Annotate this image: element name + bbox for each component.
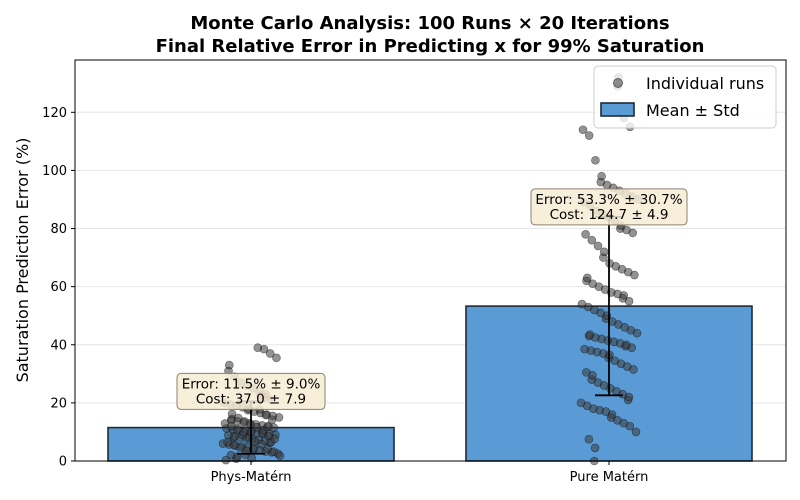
run-point bbox=[591, 155, 600, 165]
tick-layer: 0 20 40 60 80 100 120 Phys-Matérn Pure Matérn bbox=[42, 106, 648, 485]
run-point bbox=[275, 451, 285, 461]
annotation-cost-text: Cost: 37.0 ± 7.9 bbox=[196, 391, 306, 407]
run-point bbox=[253, 343, 263, 352]
y-tick-label: 0 bbox=[59, 455, 67, 470]
y-tick-label: 20 bbox=[50, 396, 67, 411]
run-point bbox=[225, 360, 234, 370]
y-tick-label: 100 bbox=[42, 164, 67, 179]
axes-frame bbox=[74, 59, 787, 462]
x-tick-label: Phys-Matérn bbox=[211, 470, 292, 485]
run-point bbox=[585, 330, 595, 339]
run-point bbox=[593, 241, 603, 251]
annotation-pure-matern: Error: 53.3% ± 30.7% Cost: 124.7 ± 4.9 bbox=[530, 188, 688, 226]
y-tick-label: 40 bbox=[50, 338, 67, 353]
axis-layer bbox=[74, 59, 787, 462]
run-point bbox=[581, 368, 591, 377]
y-tick-label: 120 bbox=[42, 106, 67, 121]
annotation-error-text: Error: 11.5% ± 9.0% bbox=[182, 376, 321, 392]
chart-title-line-1: Monte Carlo Analysis: 100 Runs × 20 Iter… bbox=[190, 13, 669, 34]
annotation-phys-matern: Error: 11.5% ± 9.0% Cost: 37.0 ± 7.9 bbox=[176, 372, 326, 410]
y-axis-label: Saturation Prediction Error (%) bbox=[13, 138, 32, 383]
run-point bbox=[582, 273, 592, 283]
run-point bbox=[272, 353, 281, 363]
run-point bbox=[584, 131, 594, 140]
run-point bbox=[267, 415, 277, 425]
legend-marker-individual-runs bbox=[613, 78, 623, 88]
run-point bbox=[265, 349, 275, 358]
run-point bbox=[581, 230, 590, 239]
legend-label-mean-std: Mean ± Std bbox=[646, 101, 740, 120]
legend-frame bbox=[593, 65, 777, 129]
run-point bbox=[587, 235, 597, 245]
run-point bbox=[597, 171, 606, 181]
annotation-cost-text: Cost: 124.7 ± 4.9 bbox=[550, 207, 669, 223]
run-point bbox=[578, 125, 588, 135]
chart-title-line-2: Final Relative Error in Predicting x for… bbox=[156, 36, 705, 57]
run-point bbox=[221, 455, 231, 465]
x-tick-label: Pure Matérn bbox=[570, 470, 649, 485]
run-point bbox=[261, 410, 271, 420]
legend-marker-mean-std bbox=[600, 102, 635, 117]
run-point bbox=[223, 437, 232, 447]
run-point bbox=[227, 409, 237, 419]
run-point bbox=[599, 247, 609, 257]
run-point bbox=[220, 419, 230, 428]
run-point bbox=[577, 299, 587, 309]
legend-label-individual-runs: Individual runs bbox=[646, 74, 764, 93]
run-point bbox=[590, 443, 600, 453]
y-tick-label: 80 bbox=[50, 222, 67, 237]
annotation-box bbox=[176, 372, 326, 410]
run-point bbox=[576, 398, 586, 408]
legend: Individual runs Mean ± Std bbox=[593, 65, 777, 129]
run-point bbox=[631, 427, 641, 437]
annotation-box bbox=[530, 188, 688, 226]
annotation-error-text: Error: 53.3% ± 30.7% bbox=[535, 192, 682, 208]
run-point bbox=[584, 434, 594, 444]
y-tick-label: 60 bbox=[50, 280, 67, 295]
run-point bbox=[263, 444, 272, 454]
run-point bbox=[580, 344, 589, 354]
run-point bbox=[234, 413, 243, 423]
